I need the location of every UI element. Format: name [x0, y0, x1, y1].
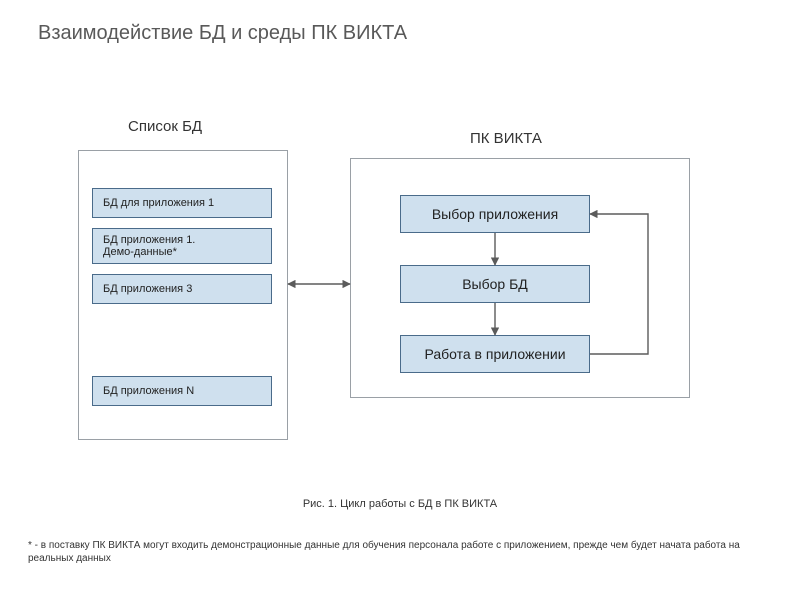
- db-item-3: БД приложения 3: [92, 274, 272, 304]
- db-item-n: БД приложения N: [92, 376, 272, 406]
- left-column-header: Список БД: [128, 118, 202, 135]
- db-item-1: БД для приложения 1: [92, 188, 272, 218]
- page-title: Взаимодействие БД и среды ПК ВИКТА: [38, 22, 407, 45]
- footnote: * - в поставку ПК ВИКТА могут входить де…: [28, 540, 772, 565]
- step-select-db: Выбор БД: [400, 265, 590, 303]
- db-item-2: БД приложения 1. Демо‑данные*: [92, 228, 272, 264]
- right-column-header: ПК ВИКТА: [470, 130, 542, 147]
- figure-caption: Рис. 1. Цикл работы с БД в ПК ВИКТА: [0, 498, 800, 510]
- step-select-app: Выбор приложения: [400, 195, 590, 233]
- step-work-in-app: Работа в приложении: [400, 335, 590, 373]
